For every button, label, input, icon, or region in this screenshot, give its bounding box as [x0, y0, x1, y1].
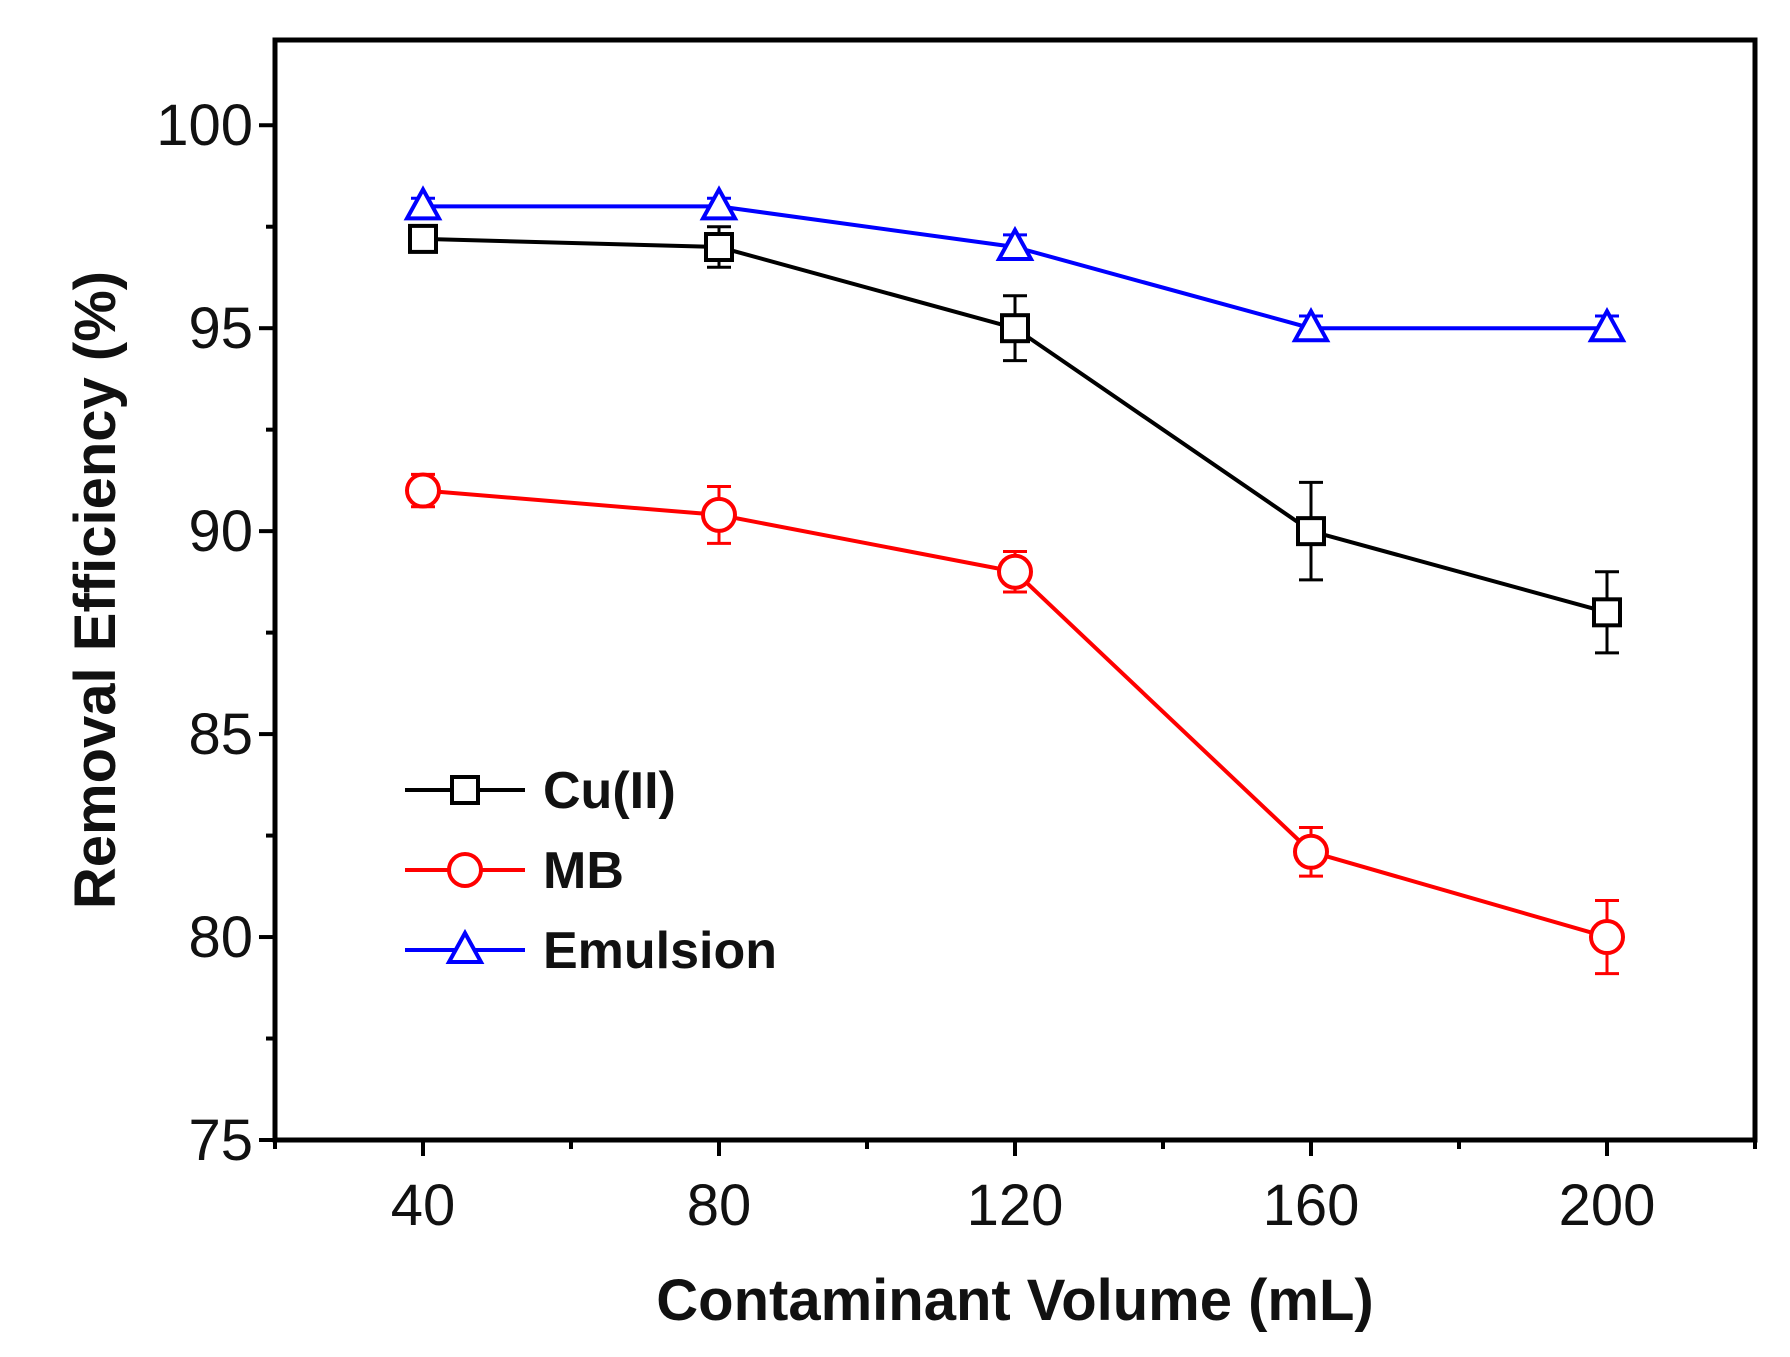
- legend-label: Emulsion: [543, 922, 777, 980]
- x-tick-label: 120: [967, 1173, 1064, 1238]
- y-tick-label: 75: [188, 1108, 253, 1173]
- data-point: [995, 225, 1035, 262]
- data-point: [1291, 307, 1331, 343]
- data-point: [704, 232, 734, 263]
- legend-marker: [445, 928, 485, 964]
- y-tick-label: 85: [188, 702, 253, 767]
- y-tick-label: 100: [156, 93, 253, 158]
- data-point: [701, 496, 737, 533]
- legend: Cu(II) MB Emulsion: [405, 762, 777, 980]
- series-circle: [405, 472, 1625, 976]
- legend-item: Emulsion: [405, 922, 777, 980]
- x-axis-title: Contaminant Volume (mL): [656, 1268, 1373, 1333]
- x-tick-label: 160: [1263, 1173, 1360, 1238]
- x-tick-label: 200: [1559, 1173, 1656, 1238]
- data-point: [1293, 833, 1329, 870]
- y-tick-label: 95: [188, 296, 253, 361]
- data-point: [699, 185, 739, 221]
- legend-marker: [447, 852, 483, 888]
- legend-marker: [450, 775, 480, 805]
- data-point: [1296, 516, 1326, 547]
- data-point: [1000, 313, 1030, 344]
- legend-item: Cu(II): [405, 762, 676, 820]
- legend-label: MB: [543, 842, 624, 900]
- legend-label: Cu(II): [543, 762, 676, 820]
- y-axis-title: Removal Efficiency (%): [63, 271, 128, 909]
- data-point: [405, 472, 441, 509]
- x-axis-ticks: 40 80 120 160 200: [273, 1140, 1757, 1238]
- x-tick-label: 80: [687, 1173, 752, 1238]
- y-tick-label: 90: [188, 499, 253, 564]
- data-point: [403, 185, 443, 221]
- data-point: [408, 223, 438, 254]
- data-point: [997, 553, 1033, 590]
- x-tick-label: 40: [391, 1173, 456, 1238]
- data-point: [1589, 919, 1625, 956]
- y-tick-label: 80: [188, 905, 253, 970]
- series-layer: [403, 185, 1627, 976]
- y-axis-ticks: 75 80 85 90 95 100: [156, 93, 275, 1173]
- data-point: [1587, 307, 1627, 343]
- series-triangle: [403, 185, 1627, 343]
- series-square: [408, 223, 1622, 655]
- data-point: [1592, 597, 1622, 628]
- legend-item: MB: [405, 842, 624, 900]
